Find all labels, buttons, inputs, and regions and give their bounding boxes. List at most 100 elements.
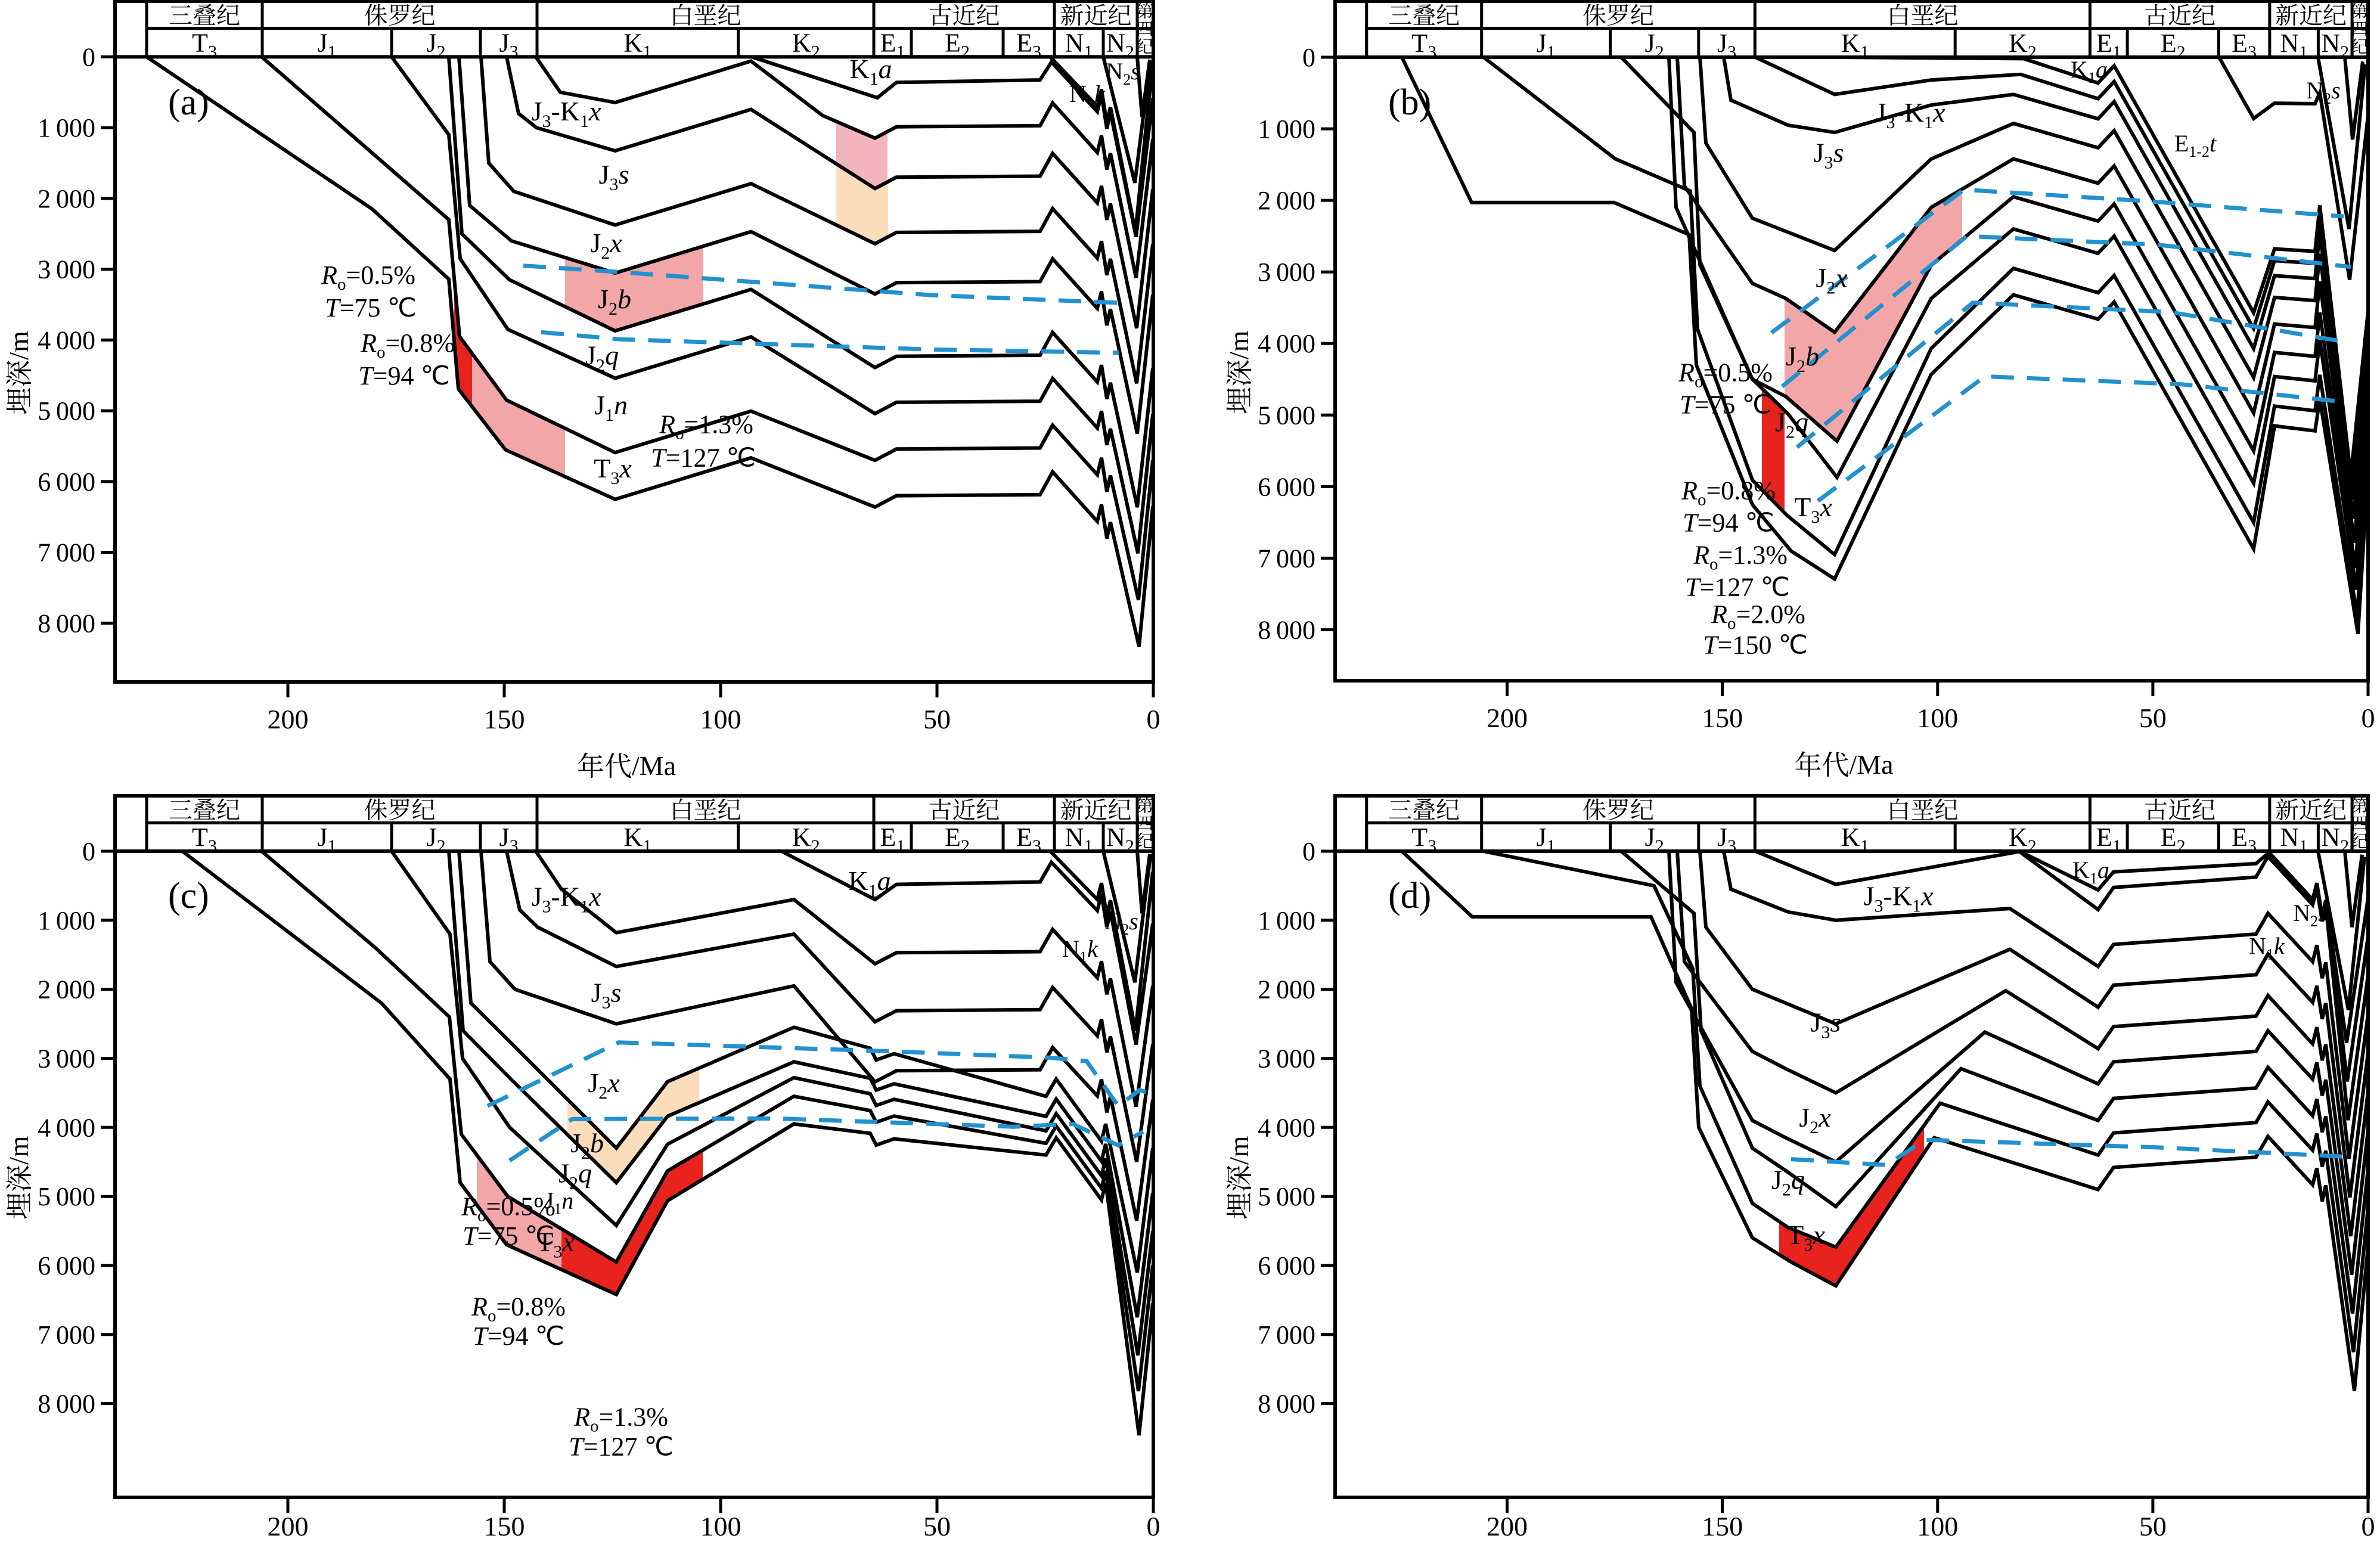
svg-text:J3​-K1​x: J3​-K1​x: [1876, 97, 1945, 132]
svg-text:0: 0: [82, 837, 95, 866]
svg-text:K1​a: K1​a: [2071, 56, 2108, 86]
svg-text:0: 0: [1147, 704, 1160, 734]
svg-text:/m: /m: [4, 331, 34, 360]
svg-text:4 000: 4 000: [1258, 1113, 1315, 1142]
svg-text:Ro​=0.8%: Ro​=0.8%: [1681, 476, 1776, 509]
svg-text:(b): (b): [1388, 82, 1431, 123]
svg-text:50: 50: [923, 704, 951, 734]
svg-text:J2​b: J2​b: [1786, 341, 1819, 376]
svg-text:K2: K2: [792, 29, 820, 62]
svg-text:Ro​=0.5%: Ro​=0.5%: [1678, 358, 1773, 391]
svg-text:E2: E2: [2161, 823, 2186, 856]
svg-text:J3​s: J3​s: [591, 978, 622, 1013]
svg-text:J1​n: J1​n: [545, 1187, 574, 1217]
svg-text:4 000: 4 000: [1258, 329, 1315, 358]
svg-text:50: 50: [923, 1511, 951, 1541]
svg-text:6 000: 6 000: [1258, 1251, 1315, 1280]
svg-text:3 000: 3 000: [1258, 258, 1315, 287]
svg-text:Ro​=1.3%: Ro​=1.3%: [573, 1403, 668, 1436]
svg-text:J2​x: J2​x: [1816, 262, 1848, 297]
svg-text:T3​x: T3​x: [594, 453, 632, 488]
svg-text:K1​a: K1​a: [849, 54, 892, 89]
svg-text:8 000: 8 000: [38, 609, 95, 638]
svg-text:K1​a: K1​a: [2072, 857, 2109, 887]
svg-text:T3: T3: [192, 823, 217, 856]
svg-text:J3​-K1​x: J3​-K1​x: [1864, 880, 1934, 916]
svg-text:Ro​=1.3%: Ro​=1.3%: [659, 410, 753, 443]
svg-text:/m: /m: [4, 1136, 34, 1165]
svg-text:J3​s: J3​s: [599, 159, 629, 194]
svg-text:7 000: 7 000: [1258, 544, 1315, 573]
svg-text:0: 0: [2362, 703, 2375, 733]
svg-text:J3​-K1​x: J3​-K1​x: [532, 96, 601, 131]
svg-text:J3: J3: [1717, 823, 1736, 856]
svg-text:J2​q: J2​q: [1771, 1164, 1805, 1199]
svg-text:T=127 ℃: T=127 ℃: [569, 1432, 674, 1462]
svg-text:Ro​=0.8%: Ro​=0.8%: [471, 1292, 566, 1325]
svg-text:100: 100: [1917, 1511, 1958, 1541]
svg-text:3 000: 3 000: [1258, 1044, 1315, 1074]
svg-text:0: 0: [82, 42, 95, 72]
svg-text:(c): (c): [168, 876, 209, 916]
svg-text:Ro​=1.3%: Ro​=1.3%: [1693, 540, 1788, 573]
svg-text:8 000: 8 000: [1258, 1389, 1315, 1419]
svg-text:K1​a: K1​a: [848, 866, 890, 901]
svg-text:5 000: 5 000: [1258, 401, 1315, 430]
svg-text:T=94 ℃: T=94 ℃: [358, 361, 450, 390]
svg-text:Ro​=0.8%: Ro​=0.8%: [360, 328, 455, 362]
svg-text:6 000: 6 000: [1258, 472, 1315, 501]
svg-text:N2​s: N2​s: [1104, 908, 1138, 938]
svg-text:8 000: 8 000: [38, 1389, 95, 1419]
svg-text:50: 50: [2139, 1511, 2167, 1541]
svg-text:J2​x: J2​x: [1799, 1102, 1831, 1137]
svg-text:5 000: 5 000: [1258, 1182, 1315, 1211]
svg-text:K1: K1: [623, 823, 651, 856]
svg-text:N2​s: N2​s: [2293, 899, 2327, 930]
svg-text:J2​q: J2​q: [585, 340, 619, 375]
svg-text:150: 150: [484, 704, 525, 734]
svg-text:/Ma: /Ma: [1850, 749, 1894, 780]
svg-text:200: 200: [1487, 703, 1528, 733]
svg-text:2 000: 2 000: [38, 184, 95, 213]
svg-text:N1​k: N1​k: [2249, 933, 2285, 963]
svg-text:7 000: 7 000: [1258, 1320, 1315, 1350]
svg-text:N2​s: N2​s: [1106, 58, 1140, 88]
svg-text:J1​n: J1​n: [594, 390, 628, 425]
svg-text:T=127 ℃: T=127 ℃: [1685, 572, 1790, 601]
svg-text:E1: E1: [2096, 29, 2121, 62]
svg-text:/Ma: /Ma: [632, 750, 676, 781]
svg-text:100: 100: [700, 1511, 741, 1541]
svg-text:7 000: 7 000: [38, 538, 95, 567]
svg-text:T=75 ℃: T=75 ℃: [325, 293, 417, 322]
svg-text:J3​s: J3​s: [1814, 137, 1844, 172]
svg-text:0: 0: [2362, 1511, 2375, 1541]
svg-text:2 000: 2 000: [1258, 975, 1315, 1004]
svg-text:T=127 ℃: T=127 ℃: [651, 443, 756, 473]
svg-text:J3​s: J3​s: [1811, 1007, 1841, 1042]
svg-text:6 000: 6 000: [38, 467, 95, 497]
svg-text:150: 150: [1702, 703, 1743, 733]
svg-text:J2​b: J2​b: [570, 1128, 604, 1163]
svg-text:2 000: 2 000: [1258, 186, 1315, 215]
svg-text:J2​b: J2​b: [598, 284, 631, 319]
svg-text:1 000: 1 000: [38, 113, 95, 142]
svg-text:0: 0: [1302, 837, 1315, 866]
svg-text:T3​x: T3​x: [536, 1227, 575, 1262]
svg-text:100: 100: [1917, 703, 1958, 733]
svg-text:N1​k: N1​k: [1062, 935, 1099, 966]
svg-text:100: 100: [700, 704, 741, 734]
svg-text:N2​s: N2​s: [2306, 77, 2340, 107]
svg-text:J2​q: J2​q: [1775, 407, 1808, 442]
svg-text:Ro​=0.5%: Ro​=0.5%: [461, 1192, 556, 1225]
svg-text:1 000: 1 000: [38, 906, 95, 935]
svg-text:T=75 ℃: T=75 ℃: [463, 1221, 554, 1251]
svg-text:1 000: 1 000: [1258, 114, 1315, 144]
svg-text:J2​x: J2​x: [588, 1068, 620, 1103]
svg-text:J2​q: J2​q: [558, 1158, 592, 1193]
svg-text:(a): (a): [168, 82, 209, 123]
svg-text:4 000: 4 000: [38, 325, 95, 355]
svg-text:/m: /m: [1224, 330, 1254, 359]
svg-text:3 000: 3 000: [38, 255, 95, 284]
svg-text:J2​x: J2​x: [590, 228, 622, 263]
svg-text:0: 0: [1147, 1511, 1160, 1541]
